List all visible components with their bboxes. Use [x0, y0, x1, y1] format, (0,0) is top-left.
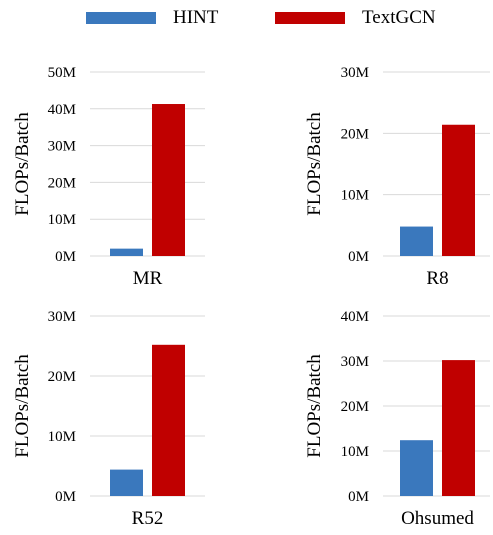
x-category-label: Ohsumed: [401, 508, 474, 529]
bar-textgcn: [152, 104, 185, 257]
y-tick-label: 10M: [48, 429, 76, 445]
y-axis-label: FLOPs/Batch: [304, 354, 325, 458]
legend-swatch-textgcn: [275, 12, 345, 24]
chart-panel-1: 0M 10M 20M 30M FLOPs/Batch R8: [304, 65, 490, 289]
bar-hint: [110, 248, 143, 256]
bar-hint: [400, 440, 433, 496]
y-tick-label: 50M: [48, 65, 76, 81]
y-tick-label: 10M: [341, 188, 369, 204]
y-tick-label: 20M: [48, 175, 76, 191]
y-tick-label: 10M: [341, 444, 369, 460]
legend-item-hint: HINT: [86, 6, 218, 30]
chart-panel-0: 0M 10M 20M 30M 40M 50M FLOPs/Batch MR: [12, 65, 205, 289]
legend-label-hint: HINT: [173, 7, 219, 28]
x-category-label: MR: [133, 268, 163, 289]
y-tick-label: 0M: [348, 489, 369, 505]
y-tick-label: 40M: [341, 309, 369, 325]
chart-panel-3: 0M 10M 20M 30M 40M FLOPs/Batch Ohsumed: [304, 309, 490, 529]
y-tick-label: 20M: [341, 399, 369, 415]
y-tick-label: 20M: [48, 369, 76, 385]
x-category-label: R52: [132, 508, 164, 529]
bar-hint: [110, 469, 143, 496]
y-tick-label: 30M: [341, 65, 369, 81]
y-tick-label: 0M: [55, 489, 76, 505]
chart-panel-2: 0M 10M 20M 30M FLOPs/Batch R52: [12, 309, 205, 529]
y-tick-label: 0M: [55, 249, 76, 265]
y-tick-label: 0M: [348, 249, 369, 265]
bar-textgcn: [442, 124, 475, 256]
legend-label-textgcn: TextGCN: [362, 7, 436, 28]
bar-textgcn: [152, 344, 185, 496]
y-tick-label: 40M: [48, 102, 76, 118]
legend-swatch-hint: [86, 12, 156, 24]
legend-item-textgcn: TextGCN: [275, 6, 436, 30]
x-category-label: R8: [426, 268, 448, 289]
y-tick-label: 10M: [48, 212, 76, 228]
y-tick-label: 30M: [341, 354, 369, 370]
y-axis-label: FLOPs/Batch: [12, 354, 33, 458]
y-tick-label: 30M: [48, 139, 76, 155]
y-axis-label: FLOPs/Batch: [304, 112, 325, 216]
bar-hint: [400, 226, 433, 256]
y-tick-label: 30M: [48, 309, 76, 325]
bar-textgcn: [442, 360, 475, 496]
y-tick-label: 20M: [341, 126, 369, 142]
legend: HINT TextGCN: [0, 6, 493, 30]
y-axis-label: FLOPs/Batch: [12, 112, 33, 216]
